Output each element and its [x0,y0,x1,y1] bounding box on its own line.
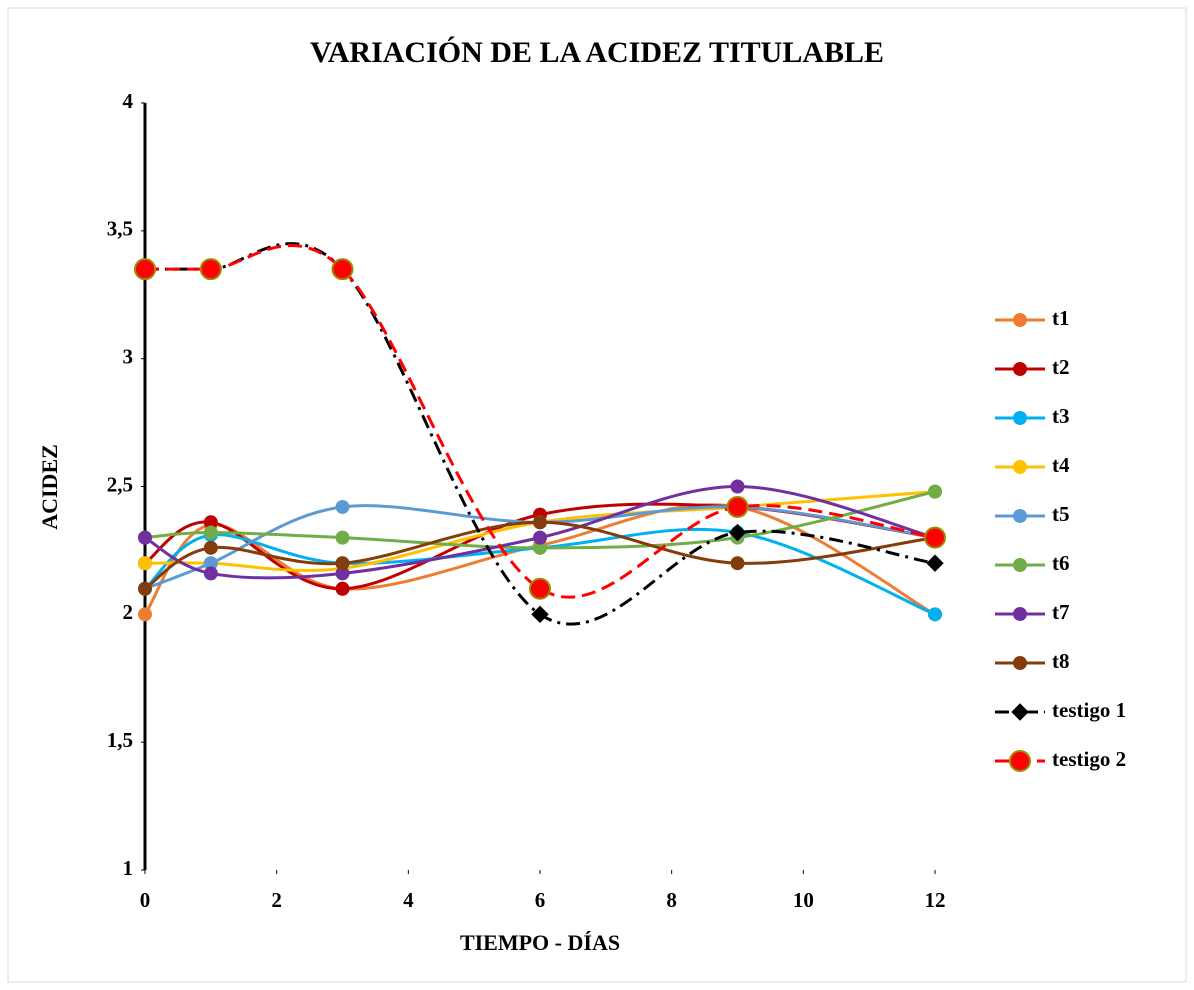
data-point [533,515,547,530]
legend-marker [1013,411,1027,425]
legend-marker [1013,656,1027,670]
legend-marker [1009,750,1031,772]
legend-marker [1013,362,1027,376]
data-point [529,577,551,600]
x-tick-label: 2 [271,888,282,912]
y-tick-label: 3,5 [107,217,133,241]
y-tick-label: 1,5 [107,728,133,752]
data-point [134,258,156,281]
data-point [331,258,354,281]
legend-marker [1013,460,1027,474]
data-point [533,530,547,545]
legend-label: testigo 2 [1052,747,1126,771]
chart-title: VARIACIÓN DE LA ACIDEZ TITULABLE [310,36,884,69]
x-tick-label: 6 [535,888,546,912]
data-point [335,530,350,545]
chart-border [7,7,1187,983]
data-point [531,605,549,624]
y-tick-label: 4 [123,89,134,113]
data-point [335,556,350,571]
legend-label: t5 [1052,502,1070,526]
y-tick-label: 1 [123,856,134,880]
y-tick-label: 3 [123,344,134,368]
data-point [138,530,152,545]
data-point [199,258,222,281]
x-tick-label: 12 [925,888,946,912]
x-axis-label: TIEMPO - DÍAS [460,930,620,955]
legend-label: t8 [1052,649,1070,673]
data-point [203,525,218,540]
legend-label: t3 [1052,404,1070,428]
data-point [728,523,747,542]
legend-marker [1011,703,1029,721]
y-axis-label: ACIDEZ [37,444,62,530]
legend-marker [1013,509,1027,523]
data-point [203,566,218,581]
y-tick-label: 2,5 [107,472,133,496]
data-point [730,479,745,494]
data-point [924,526,946,549]
x-tick-label: 0 [140,888,151,912]
legend-label: t1 [1052,306,1070,330]
data-point [928,607,942,622]
legend-label: testigo 1 [1052,698,1126,722]
legend-marker [1013,558,1027,572]
legend-marker [1013,313,1027,327]
legend-label: t2 [1052,355,1070,379]
legend-label: t6 [1052,551,1070,575]
series-line [144,504,936,591]
data-point [138,556,152,571]
y-tick-label: 2 [123,600,134,624]
data-point [138,581,152,596]
data-point [730,556,745,571]
data-point [335,499,350,514]
x-tick-label: 10 [793,888,814,912]
legend-label: t7 [1052,600,1070,624]
x-tick-label: 4 [403,888,414,912]
data-point [138,607,152,622]
x-tick-label: 8 [666,888,677,912]
data-point [928,484,942,499]
legend-label: t4 [1052,453,1070,477]
data-point [926,554,944,572]
data-point [335,581,350,596]
data-point [726,495,749,518]
legend-marker [1013,607,1027,621]
data-point [203,540,218,555]
